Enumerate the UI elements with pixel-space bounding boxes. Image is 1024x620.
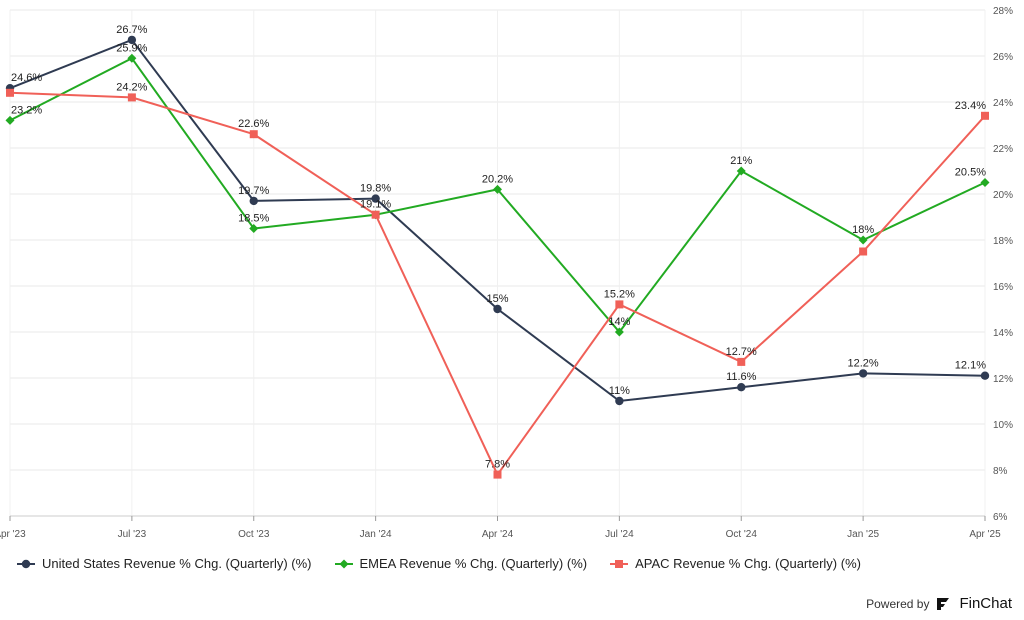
series-0-point: [615, 396, 624, 406]
series-2-point: [859, 247, 868, 256]
legend-marker: [339, 559, 348, 568]
legend-marker: [615, 559, 624, 568]
data-label: 11%: [609, 385, 630, 397]
y-tick-label: 18%: [993, 236, 1013, 247]
legend-marker: [21, 559, 31, 568]
y-tick-label: 20%: [993, 190, 1013, 201]
data-label: 18%: [852, 224, 874, 236]
series-1-point: [980, 178, 990, 187]
series-2-point: [615, 300, 624, 309]
y-axis-ticks: 6% 8% 10% 12% 14% 16% 18% 20% 22% 24% 26% 28%: [993, 6, 1013, 523]
y-tick-label: 14%: [993, 328, 1013, 339]
series-0-point: [127, 35, 137, 45]
series-2-point: [249, 130, 258, 139]
series-2-point: [127, 93, 136, 102]
x-tick-label: Jan '24: [360, 529, 392, 540]
legend: United States Revenue % Chg. (Quarterly)…: [16, 556, 861, 571]
data-label: 19.7%: [238, 185, 269, 197]
gridlines: [9, 9, 986, 517]
data-label: 24.2%: [116, 81, 147, 93]
data-label: 12.1%: [955, 360, 986, 372]
powered-by-text: Powered by: [866, 596, 930, 611]
line-chart: 6% 8% 10% 12% 14% 16% 18% 20% 22% 24% 26% 28% Apr '…: [0, 6, 1013, 540]
series-2-point: [371, 210, 380, 219]
data-label: 19.8%: [360, 183, 391, 195]
legend-item-1[interactable]: EMEA Revenue % Chg. (Quarterly) (%): [334, 556, 588, 571]
series-1-point: [5, 115, 15, 125]
y-tick-label: 24%: [993, 98, 1013, 109]
data-label: 18.5%: [238, 213, 269, 225]
series-1-point: [736, 166, 746, 176]
x-tick-label: Oct '24: [726, 529, 758, 540]
series-0-point: [249, 196, 258, 206]
legend-swatch-diamond-icon: [334, 559, 353, 568]
data-label: 12.7%: [726, 346, 757, 358]
x-tick-label: Apr '23: [0, 529, 26, 540]
series-0-point: [371, 194, 380, 203]
y-tick-label: 22%: [993, 144, 1013, 155]
legend-item-0[interactable]: United States Revenue % Chg. (Quarterly)…: [16, 556, 312, 571]
data-label: 20.2%: [482, 173, 513, 185]
data-label: 23.4%: [955, 100, 986, 112]
legend-label: EMEA Revenue % Chg. (Quarterly) (%): [359, 556, 588, 571]
x-tick-label: Oct '23: [238, 529, 270, 540]
series-0-point: [980, 371, 990, 380]
series-2-point: [981, 111, 989, 120]
x-tick-label: Apr '25: [969, 529, 1001, 540]
data-label: 19.1%: [360, 199, 391, 211]
finchat-logo-icon: [937, 597, 950, 610]
legend-swatch-square-icon: [610, 559, 629, 568]
series-2-point: [493, 470, 502, 479]
series-0-point: [493, 304, 502, 314]
data-label: 12.2%: [848, 357, 879, 369]
data-label: 7.8%: [485, 459, 510, 471]
y-tick-label: 8%: [993, 466, 1008, 477]
x-tick-label: Jan '25: [847, 529, 879, 540]
y-tick-label: 16%: [993, 282, 1013, 293]
series-1-point: [614, 327, 624, 337]
series-2-point: [6, 88, 14, 97]
legend-label: United States Revenue % Chg. (Quarterly)…: [42, 556, 312, 571]
series-0-point: [858, 369, 868, 378]
x-tick-label: Apr '24: [482, 529, 514, 540]
y-tick-label: 6%: [993, 512, 1008, 523]
data-label: 21%: [730, 155, 752, 167]
series-2-point: [737, 357, 746, 366]
y-tick-label: 26%: [993, 52, 1013, 63]
legend-label: APAC Revenue % Chg. (Quarterly) (%): [635, 556, 861, 571]
data-label: 11.6%: [726, 371, 757, 383]
x-tick-label: Jul '23: [118, 529, 147, 540]
x-tick-label: Jul '24: [605, 529, 634, 540]
data-label: 25.9%: [116, 42, 147, 54]
y-tick-label: 10%: [993, 420, 1013, 431]
legend-item-2[interactable]: APAC Revenue % Chg. (Quarterly) (%): [609, 556, 861, 571]
series-1-point: [493, 184, 502, 194]
data-label: 14%: [608, 316, 630, 328]
legend-swatch-circle-icon: [17, 559, 35, 568]
x-axis: Apr '23 Jul '23 Oct '23 Jan '24 Apr '24 Jul '…: [0, 515, 1001, 540]
data-label: 23.2%: [11, 104, 42, 116]
data-label: 20.5%: [955, 167, 986, 179]
y-tick-label: 12%: [993, 374, 1013, 385]
data-label: 15%: [486, 293, 508, 305]
data-label: 22.6%: [238, 118, 269, 130]
y-tick-label: 28%: [993, 6, 1013, 17]
series-1-point: [249, 224, 259, 233]
data-labels-layer: 24.6% 26.7% 19.7% 19.8% 15% 11% 11.6% 12.2% 12.1…: [11, 24, 986, 471]
brand-name: FinChat: [959, 595, 1012, 612]
series-1-point: [127, 53, 137, 63]
series-layer: [5, 35, 990, 479]
data-label: 26.7%: [116, 24, 147, 36]
data-label: 24.6%: [11, 72, 42, 84]
footer-attribution: Powered by FinChat: [866, 595, 1012, 612]
data-label: 15.2%: [604, 288, 635, 300]
series-0-point: [737, 383, 746, 392]
series-1-point: [858, 235, 868, 245]
